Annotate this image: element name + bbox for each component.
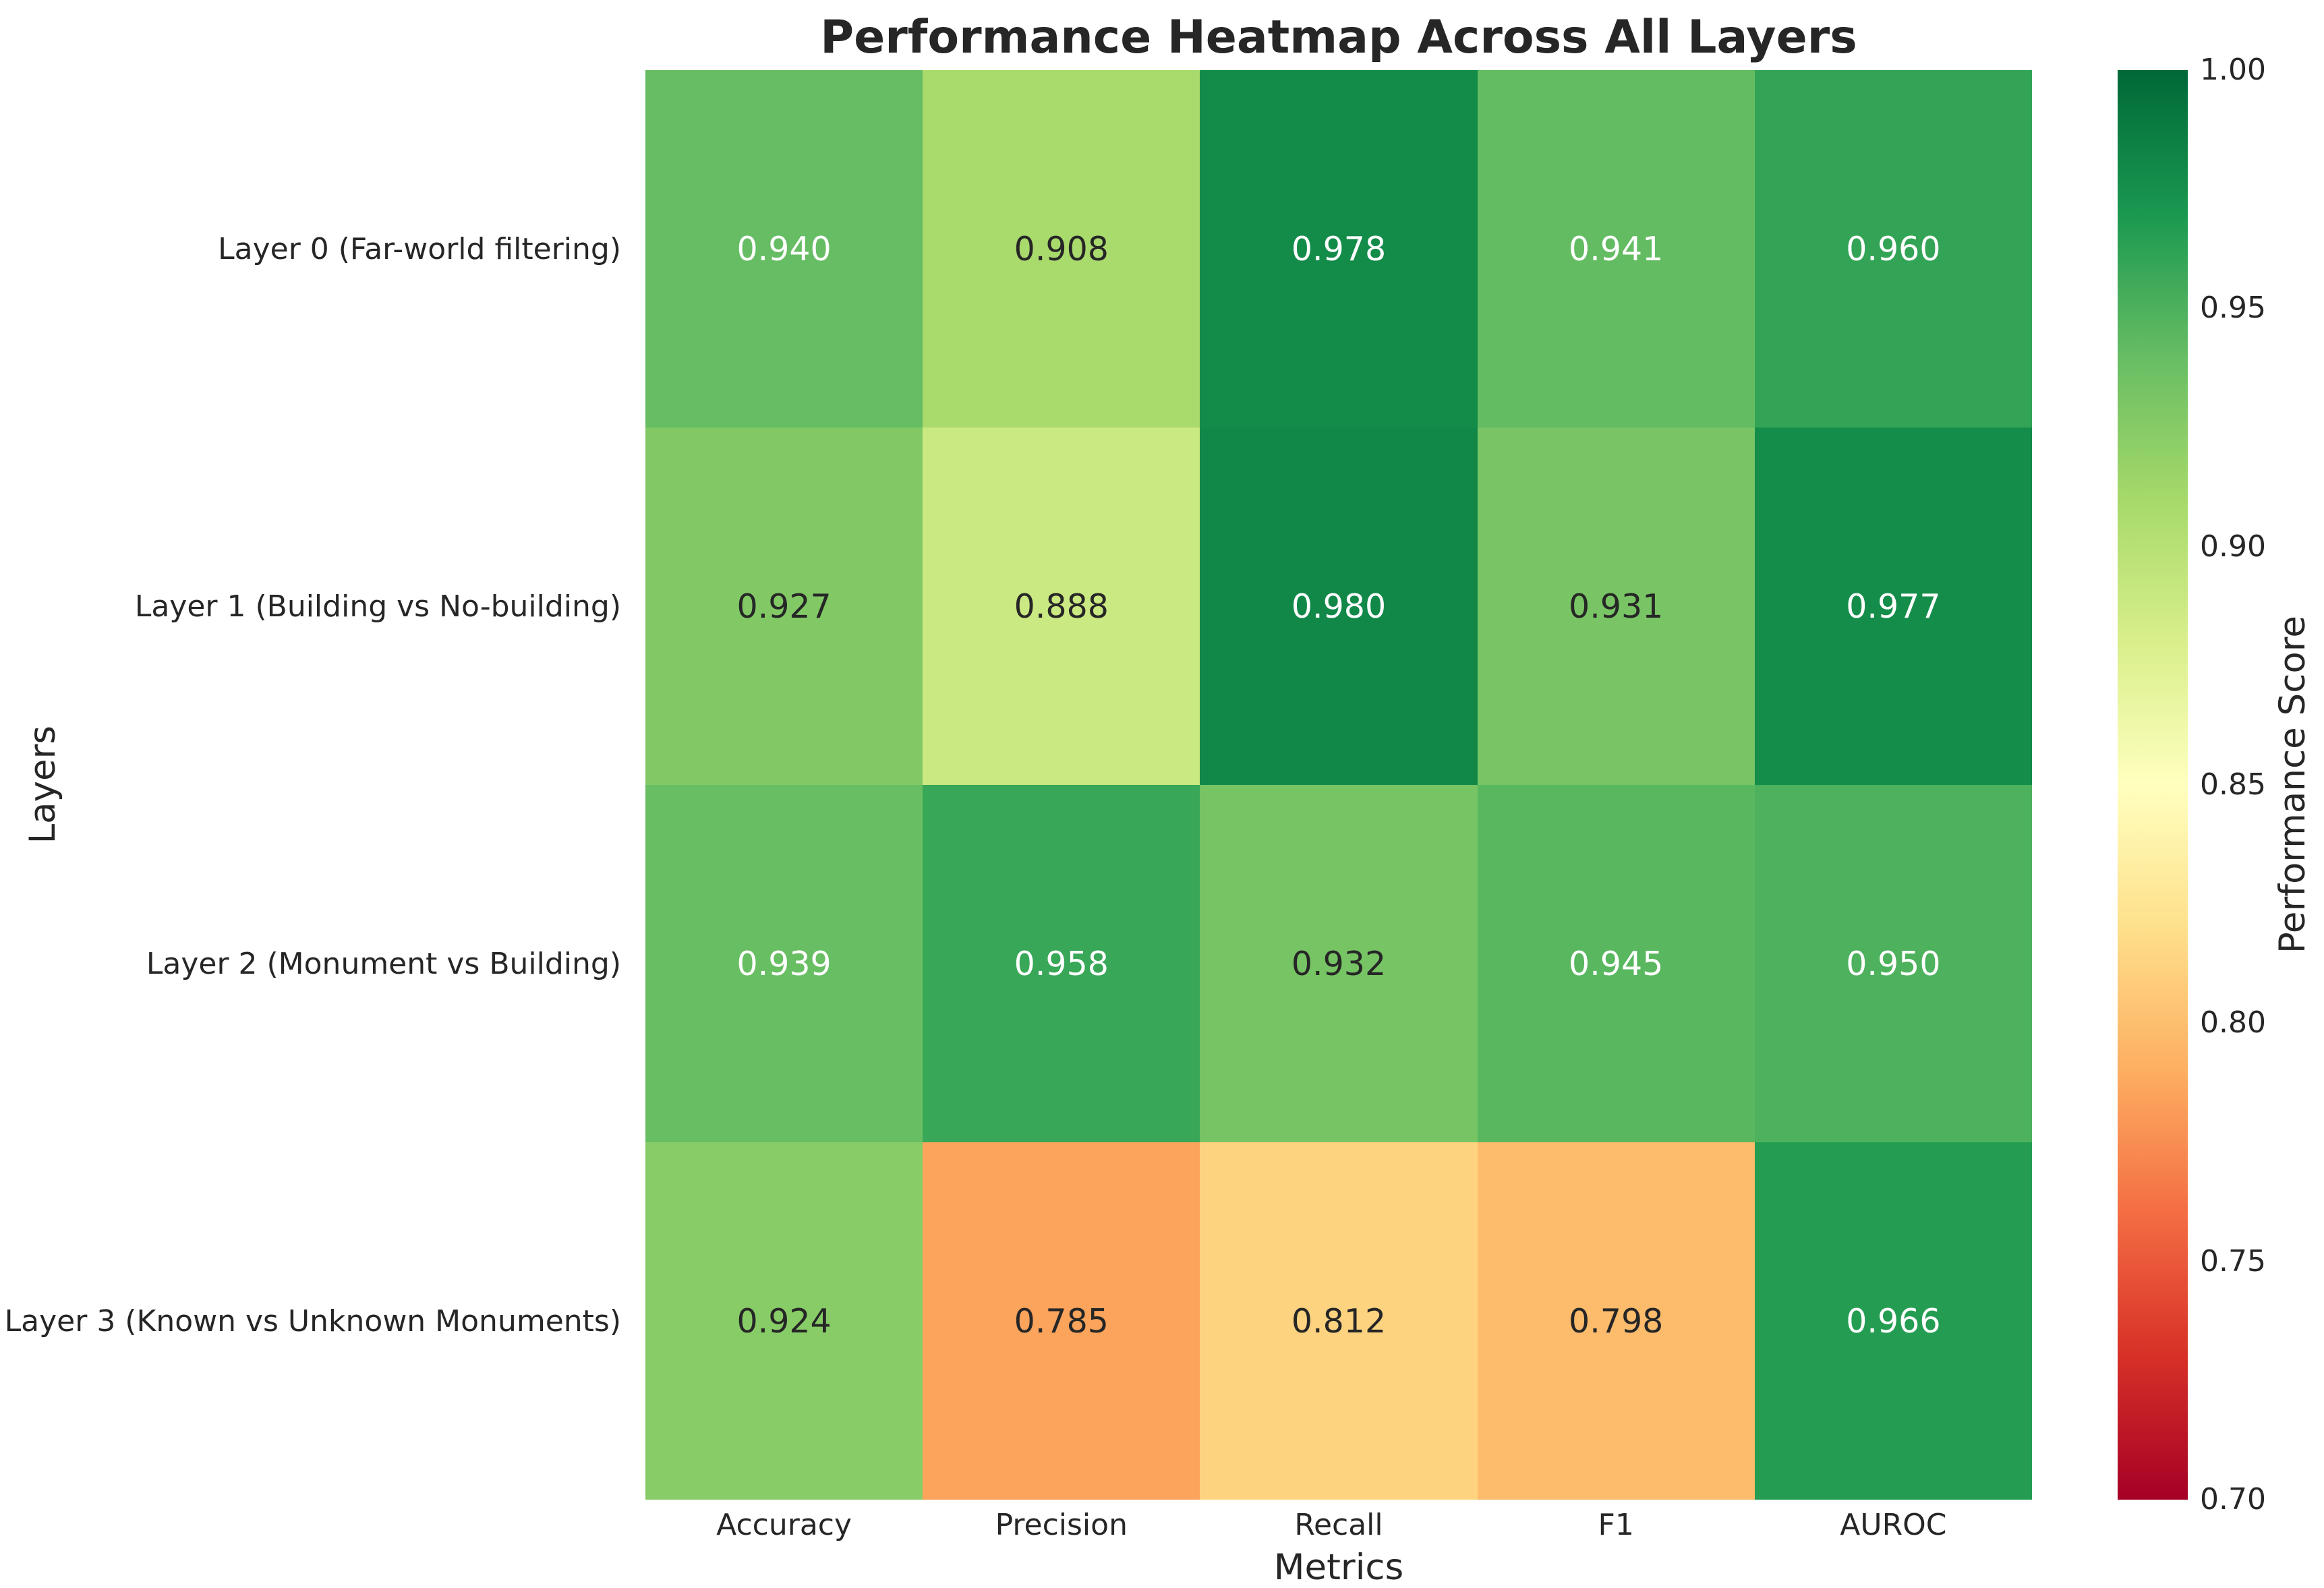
y-tick-labels: Layer 0 (Far-world filtering) Layer 1 (Bu… bbox=[0, 70, 632, 1500]
y-tick-label: Layer 2 (Monument vs Building) bbox=[146, 946, 621, 981]
colorbar-label-box: Performance Score bbox=[2266, 70, 2319, 1500]
colorbar-tick-label: 0.95 bbox=[2200, 291, 2266, 326]
heatmap-cell: 0.939 bbox=[645, 785, 923, 1142]
heatmap-cell: 0.941 bbox=[1477, 70, 1755, 428]
colorbar-tick-labels: 1.00 0.95 0.90 0.85 0.80 0.75 0.70 bbox=[2200, 53, 2315, 1517]
colorbar-tick-label: 0.90 bbox=[2200, 529, 2266, 564]
heatmap-cell: 0.924 bbox=[645, 1142, 923, 1500]
heatmap-cell-value: 0.908 bbox=[1014, 229, 1109, 268]
x-tick-label: Recall bbox=[1294, 1508, 1383, 1542]
y-tick-label: Layer 0 (Far-world filtering) bbox=[218, 231, 621, 266]
heatmap-cell-value: 0.798 bbox=[1569, 1301, 1664, 1341]
x-tick-label: Accuracy bbox=[716, 1508, 852, 1542]
colorbar-tick-label: 1.00 bbox=[2200, 53, 2266, 87]
heatmap-cell: 0.945 bbox=[1477, 785, 1755, 1142]
heatmap-cell: 0.960 bbox=[1754, 70, 2032, 428]
heatmap-cell: 0.908 bbox=[923, 70, 1200, 428]
heatmap-cell: 0.940 bbox=[645, 70, 923, 428]
x-tick-label: F1 bbox=[1598, 1508, 1634, 1542]
colorbar-tick-label: 0.85 bbox=[2200, 767, 2266, 802]
heatmap-cell: 0.798 bbox=[1477, 1142, 1755, 1500]
heatmap-cell-value: 0.941 bbox=[1569, 229, 1664, 268]
heatmap-cell-value: 0.812 bbox=[1291, 1301, 1387, 1341]
heatmap-cell: 0.927 bbox=[645, 428, 923, 785]
heatmap-cell: 0.980 bbox=[1200, 428, 1478, 785]
y-tick-label: Layer 1 (Building vs No-building) bbox=[134, 589, 621, 624]
heatmap-cell: 0.888 bbox=[923, 428, 1200, 785]
heatmap-cell: 0.958 bbox=[923, 785, 1200, 1142]
heatmap-cell-value: 0.927 bbox=[736, 587, 832, 626]
heatmap-cell-value: 0.888 bbox=[1014, 587, 1109, 626]
heatmap-cell-value: 0.958 bbox=[1014, 944, 1109, 983]
heatmap-cell: 0.812 bbox=[1200, 1142, 1478, 1500]
x-tick-label: Precision bbox=[995, 1508, 1128, 1542]
colorbar-gradient bbox=[2118, 70, 2188, 1500]
x-tick-label: AUROC bbox=[1840, 1508, 1947, 1542]
heatmap-cell: 0.931 bbox=[1477, 428, 1755, 785]
heatmap-cell: 0.966 bbox=[1754, 1142, 2032, 1500]
heatmap-cell-value: 0.966 bbox=[1846, 1301, 1941, 1341]
heatmap-grid: 0.940 0.908 0.978 0.941 0.960 0.927 0.888 0.980… bbox=[645, 70, 2032, 1500]
heatmap-cell-value: 0.980 bbox=[1291, 587, 1387, 626]
colorbar-tick-label: 0.70 bbox=[2200, 1482, 2266, 1517]
heatmap-cell-value: 0.977 bbox=[1846, 587, 1941, 626]
heatmap-cell: 0.932 bbox=[1200, 785, 1478, 1142]
heatmap-cell-value: 0.945 bbox=[1569, 944, 1664, 983]
colorbar-label: Performance Score bbox=[2271, 616, 2313, 954]
heatmap-cell-value: 0.960 bbox=[1846, 229, 1941, 268]
heatmap-cell-value: 0.950 bbox=[1846, 944, 1941, 983]
x-tick-labels: Accuracy Precision Recall F1 AUROC bbox=[645, 1508, 2032, 1542]
heatmap-cell-value: 0.785 bbox=[1014, 1301, 1109, 1341]
colorbar-tick-label: 0.80 bbox=[2200, 1005, 2266, 1040]
heatmap-cell-value: 0.932 bbox=[1291, 944, 1387, 983]
heatmap-cell-value: 0.978 bbox=[1291, 229, 1387, 268]
heatmap-cell: 0.978 bbox=[1200, 70, 1478, 428]
heatmap-cell-value: 0.931 bbox=[1569, 587, 1664, 626]
heatmap-cell-value: 0.940 bbox=[736, 229, 832, 268]
heatmap-cell-value: 0.939 bbox=[736, 944, 832, 983]
x-axis-label: Metrics bbox=[1273, 1547, 1404, 1588]
y-tick-label: Layer 3 (Known vs Unknown Monuments) bbox=[4, 1303, 621, 1339]
colorbar-tick-label: 0.75 bbox=[2200, 1243, 2266, 1278]
heatmap-cell: 0.977 bbox=[1754, 428, 2032, 785]
heatmap-cell: 0.785 bbox=[923, 1142, 1200, 1500]
heatmap-cell: 0.950 bbox=[1754, 785, 2032, 1142]
heatmap-cell-value: 0.924 bbox=[736, 1301, 832, 1341]
chart-title: Performance Heatmap Across All Layers bbox=[820, 11, 1857, 64]
